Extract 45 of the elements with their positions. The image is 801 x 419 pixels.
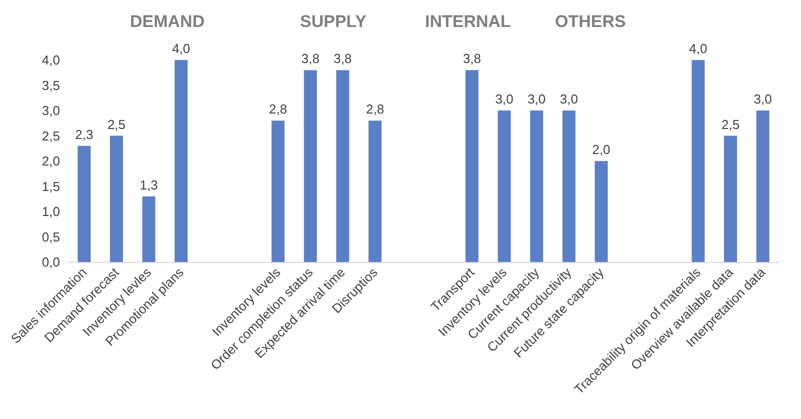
data-label: 3,0 (754, 92, 772, 106)
data-label: 3,8 (462, 51, 482, 66)
bar (174, 60, 188, 262)
bar (368, 120, 382, 262)
bar (272, 120, 285, 262)
bar (465, 70, 478, 262)
data-label: 4,0 (689, 41, 708, 56)
data-label: 2,8 (366, 102, 384, 117)
bar (498, 110, 511, 262)
y-tick-label: 3,0 (42, 103, 60, 118)
bar (142, 196, 156, 262)
y-tick-label: 4,0 (42, 52, 60, 68)
bar (530, 110, 544, 262)
bar (110, 136, 123, 262)
bar (336, 70, 350, 262)
bar (78, 146, 91, 262)
data-label: 2,3 (75, 126, 94, 142)
data-label: 3,0 (560, 92, 578, 106)
y-tick-label: 0,5 (42, 229, 60, 244)
y-tick-label: 2,0 (42, 154, 60, 168)
data-label: 2,8 (269, 102, 288, 117)
bar (692, 60, 705, 262)
data-label: 4,0 (172, 41, 190, 56)
y-tick-label: 1,0 (42, 204, 60, 219)
y-tick-label: 1,5 (42, 178, 60, 194)
y-tick-label: 2,5 (42, 128, 60, 144)
y-tick-label: 3,5 (42, 78, 60, 93)
text: INTERNAL (425, 12, 511, 31)
bar (594, 161, 608, 262)
data-label: 3,8 (334, 51, 352, 66)
y-tick-label: 0,0 (42, 254, 60, 270)
data-label: 2,0 (592, 142, 610, 157)
data-label: 3,8 (301, 51, 320, 66)
data-label: 2,5 (721, 116, 740, 132)
bar (724, 136, 738, 262)
data-label: 3,0 (528, 92, 546, 106)
text: SUPPLY (300, 12, 368, 31)
bar (562, 110, 576, 262)
text: OTHERS (555, 12, 626, 31)
bar (756, 110, 770, 262)
text: DEMAND (130, 12, 205, 31)
data-label: 1,3 (140, 177, 158, 192)
data-label: 3,0 (495, 92, 514, 106)
bar (304, 70, 317, 262)
data-label: 2,5 (107, 116, 126, 132)
